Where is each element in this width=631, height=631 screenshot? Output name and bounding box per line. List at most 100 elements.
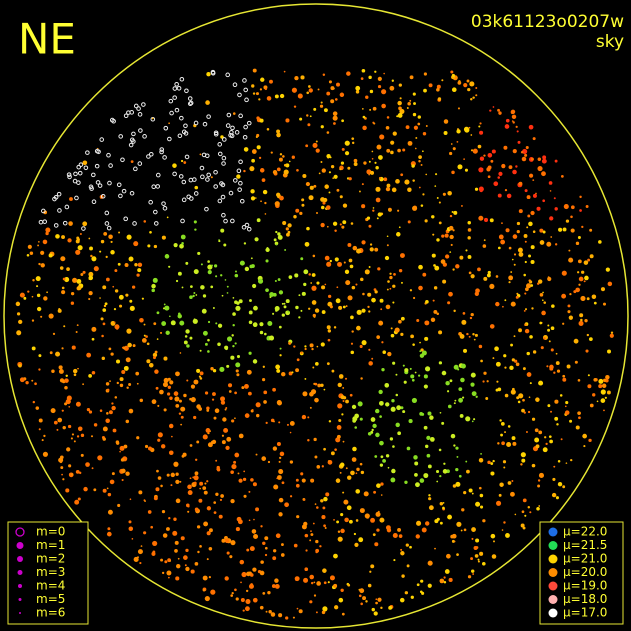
star (181, 197, 187, 203)
star (102, 322, 106, 326)
star (74, 195, 79, 201)
star (125, 293, 129, 297)
star (436, 312, 440, 316)
star (352, 446, 357, 452)
star (167, 392, 171, 396)
star (61, 409, 64, 412)
star (162, 382, 169, 388)
star (132, 344, 136, 348)
star (235, 270, 237, 273)
star (520, 523, 525, 528)
star (490, 533, 496, 539)
star (447, 514, 452, 520)
star (18, 363, 22, 368)
star (449, 234, 454, 240)
star (57, 417, 63, 423)
star (511, 258, 514, 261)
star (524, 260, 527, 264)
star (484, 217, 489, 222)
star (470, 557, 474, 561)
star (288, 275, 293, 279)
star (542, 299, 544, 302)
star (183, 123, 188, 129)
star (180, 406, 186, 412)
star (199, 481, 204, 486)
star (495, 500, 502, 506)
star (220, 194, 226, 200)
star (348, 177, 352, 181)
star (345, 467, 348, 470)
star (392, 284, 396, 288)
star (353, 162, 358, 167)
star (418, 285, 423, 291)
star (498, 171, 503, 176)
star (40, 315, 43, 318)
brightness-label: μ=20.0 (563, 565, 607, 579)
star (344, 140, 350, 146)
star (386, 116, 390, 119)
star (293, 105, 297, 108)
star (93, 488, 97, 492)
star (300, 309, 303, 312)
star (532, 193, 537, 198)
star (503, 145, 508, 150)
star (252, 68, 257, 73)
star (295, 483, 300, 488)
star (320, 222, 325, 228)
star (252, 322, 258, 328)
star (275, 230, 278, 234)
star (510, 109, 516, 115)
star (499, 482, 504, 487)
star (283, 70, 286, 73)
star (223, 427, 229, 433)
star (343, 261, 346, 264)
star (252, 482, 257, 487)
star (229, 133, 235, 139)
star (130, 160, 134, 163)
star (181, 242, 184, 245)
star (230, 470, 234, 474)
star (326, 362, 330, 366)
star (350, 315, 354, 320)
star (451, 170, 455, 175)
star (374, 290, 378, 294)
star (112, 285, 115, 288)
star (256, 413, 260, 418)
star (583, 280, 586, 283)
star (515, 165, 518, 168)
star (406, 446, 411, 451)
star (549, 364, 554, 370)
star (193, 120, 199, 126)
star (100, 239, 105, 244)
star (339, 92, 345, 98)
star (174, 81, 179, 87)
star (389, 287, 392, 290)
star (42, 239, 48, 245)
star (353, 158, 358, 163)
star (204, 153, 210, 159)
star (409, 75, 414, 80)
star (449, 151, 453, 156)
star (296, 515, 300, 519)
star (256, 218, 261, 223)
star (295, 578, 298, 582)
star (348, 519, 353, 524)
star (196, 525, 201, 529)
star (406, 107, 409, 109)
star (375, 408, 380, 414)
star (241, 224, 247, 230)
star (102, 426, 108, 432)
star (415, 136, 418, 139)
star (183, 131, 189, 136)
star (406, 564, 410, 568)
star (497, 108, 500, 112)
star (472, 96, 475, 99)
star (23, 296, 27, 300)
star (336, 434, 341, 439)
star (129, 305, 135, 311)
star (326, 225, 329, 228)
star (349, 264, 354, 269)
star (269, 79, 273, 84)
star (224, 538, 230, 544)
star (427, 583, 432, 588)
